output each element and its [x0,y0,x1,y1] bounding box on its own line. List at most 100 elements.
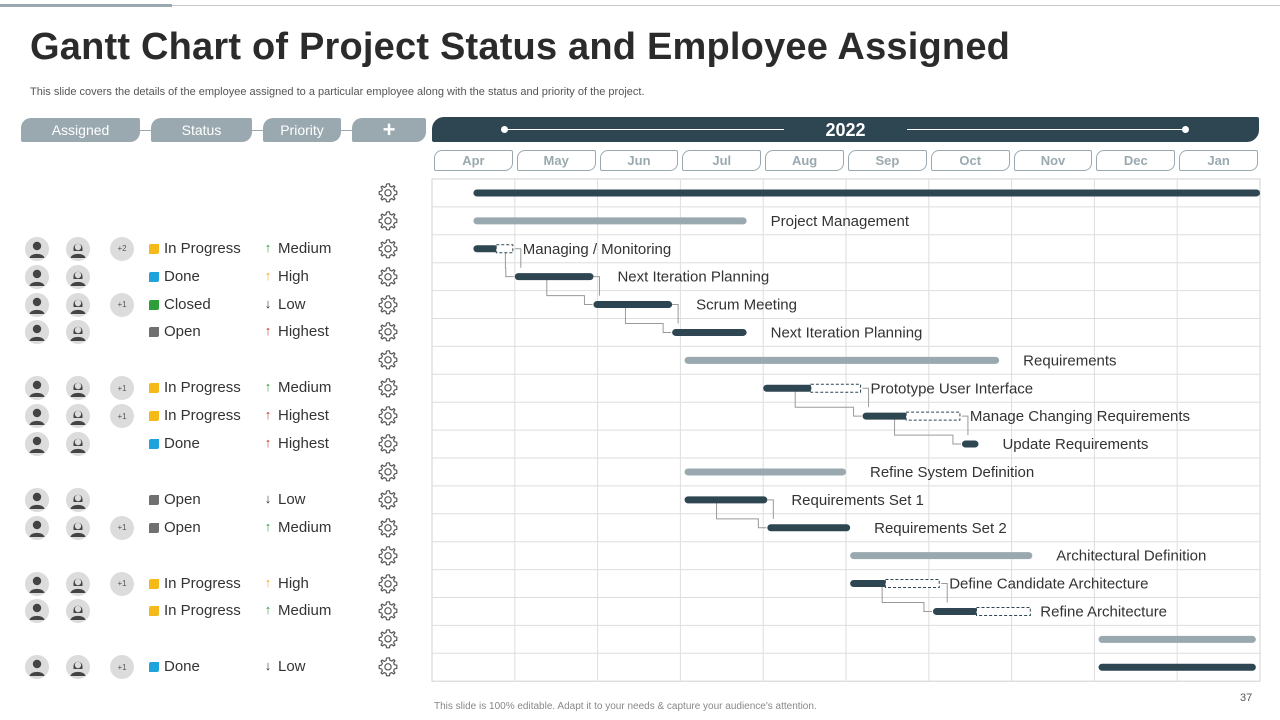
gear-icon[interactable] [377,545,399,567]
status-text: In Progress [164,602,241,620]
avatar[interactable] [66,236,90,261]
month-label: Dec [1096,150,1176,171]
avatar[interactable] [66,404,90,429]
dependency-connector [514,248,522,268]
priority-text: Low [278,295,306,313]
task-bar[interactable] [862,412,909,420]
task-bar-remaining[interactable] [810,383,862,393]
add-column-button[interactable]: + [352,118,426,142]
task-bar[interactable] [473,189,1260,197]
month-label: Nov [1013,150,1093,171]
task-bar[interactable] [473,217,747,225]
avatar[interactable] [66,292,90,317]
extra-assignees-badge[interactable]: +1 [110,292,134,317]
avatar[interactable] [66,571,90,596]
gear-icon[interactable] [377,433,399,455]
avatar[interactable] [25,432,49,457]
extra-assignees-badge[interactable]: +1 [110,404,134,429]
task-bar[interactable] [1098,635,1256,643]
extra-assignees-badge[interactable]: +2 [110,236,134,261]
avatar[interactable] [66,487,90,512]
gear-icon[interactable] [377,349,399,371]
priority-text: High [278,267,309,285]
gear-icon[interactable] [377,628,399,650]
status-color-icon [149,243,159,254]
dependency-connector [716,502,767,529]
status-text: Done [164,267,200,285]
task-bar[interactable] [473,245,499,253]
gear-icon[interactable] [377,266,399,288]
table-row: +2 In Progress ↑ Medium [0,233,420,261]
avatar[interactable] [25,264,49,289]
task-bar[interactable] [514,273,594,281]
column-header-priority: Priority [263,118,341,142]
gear-icon[interactable] [377,294,399,316]
gear-icon[interactable] [377,573,399,595]
task-bar-remaining[interactable] [975,606,1031,616]
avatar[interactable] [25,571,49,596]
year-dot-right [1182,126,1189,133]
arrow-down-icon: ↓ [264,295,272,311]
avatar[interactable] [66,264,90,289]
task-bar[interactable] [850,552,1033,560]
avatar[interactable] [25,236,49,261]
status-color-icon [149,606,159,617]
task-bar[interactable] [767,524,851,532]
dependency-connector [881,586,932,612]
month-label: Aug [765,150,844,171]
gear-icon[interactable] [377,238,399,260]
gear-icon[interactable] [377,517,399,539]
avatar[interactable] [25,487,49,512]
gear-icon[interactable] [377,321,399,343]
task-bar[interactable] [961,440,979,448]
avatar[interactable] [25,292,49,317]
table-row [0,623,420,651]
task-bar-remaining[interactable] [884,579,940,589]
status-text: In Progress [164,407,241,425]
priority-text: High [278,574,309,592]
avatar[interactable] [25,515,49,540]
avatar[interactable] [25,376,49,401]
extra-assignees-badge[interactable]: +1 [110,655,134,680]
year-line-left [504,129,784,130]
avatar[interactable] [66,432,90,457]
gear-icon[interactable] [377,377,399,399]
table-row: +1 Open ↑ Medium [0,512,420,540]
gear-icon[interactable] [377,210,399,232]
task-label: Scrum Meeting [696,297,797,314]
avatar[interactable] [66,376,90,401]
avatar[interactable] [66,515,90,540]
task-bar[interactable] [684,468,846,476]
gear-icon[interactable] [377,405,399,427]
avatar[interactable] [25,320,49,345]
task-bar-remaining[interactable] [905,411,961,421]
task-bar[interactable] [684,356,1000,364]
task-bar[interactable] [684,496,768,504]
task-bar[interactable] [672,328,747,336]
month-label: Sep [848,150,927,171]
avatar[interactable] [66,599,90,624]
table-row: +1 Closed ↓ Low [0,289,420,317]
gear-icon[interactable] [377,182,399,204]
avatar[interactable] [25,404,49,429]
task-bar[interactable] [763,384,813,392]
task-bar-remaining[interactable] [495,244,514,254]
gear-icon[interactable] [377,600,399,622]
avatar[interactable] [66,655,90,680]
gear-icon[interactable] [377,461,399,483]
task-bar[interactable] [932,607,979,615]
task-bar[interactable] [850,580,888,588]
extra-assignees-badge[interactable]: +1 [110,571,134,596]
table-row: In Progress ↑ Medium [0,595,420,624]
arrow-up-icon: ↑ [264,518,272,534]
extra-assignees-badge[interactable]: +1 [110,376,134,401]
task-bar[interactable] [1098,663,1256,671]
gear-icon[interactable] [377,656,399,678]
gear-icon[interactable] [377,489,399,511]
avatar[interactable] [25,655,49,680]
avatar[interactable] [25,599,49,624]
task-bar[interactable] [593,301,673,309]
table-row: Done ↑ High [0,261,420,289]
avatar[interactable] [66,320,90,345]
extra-assignees-badge[interactable]: +1 [110,515,134,540]
